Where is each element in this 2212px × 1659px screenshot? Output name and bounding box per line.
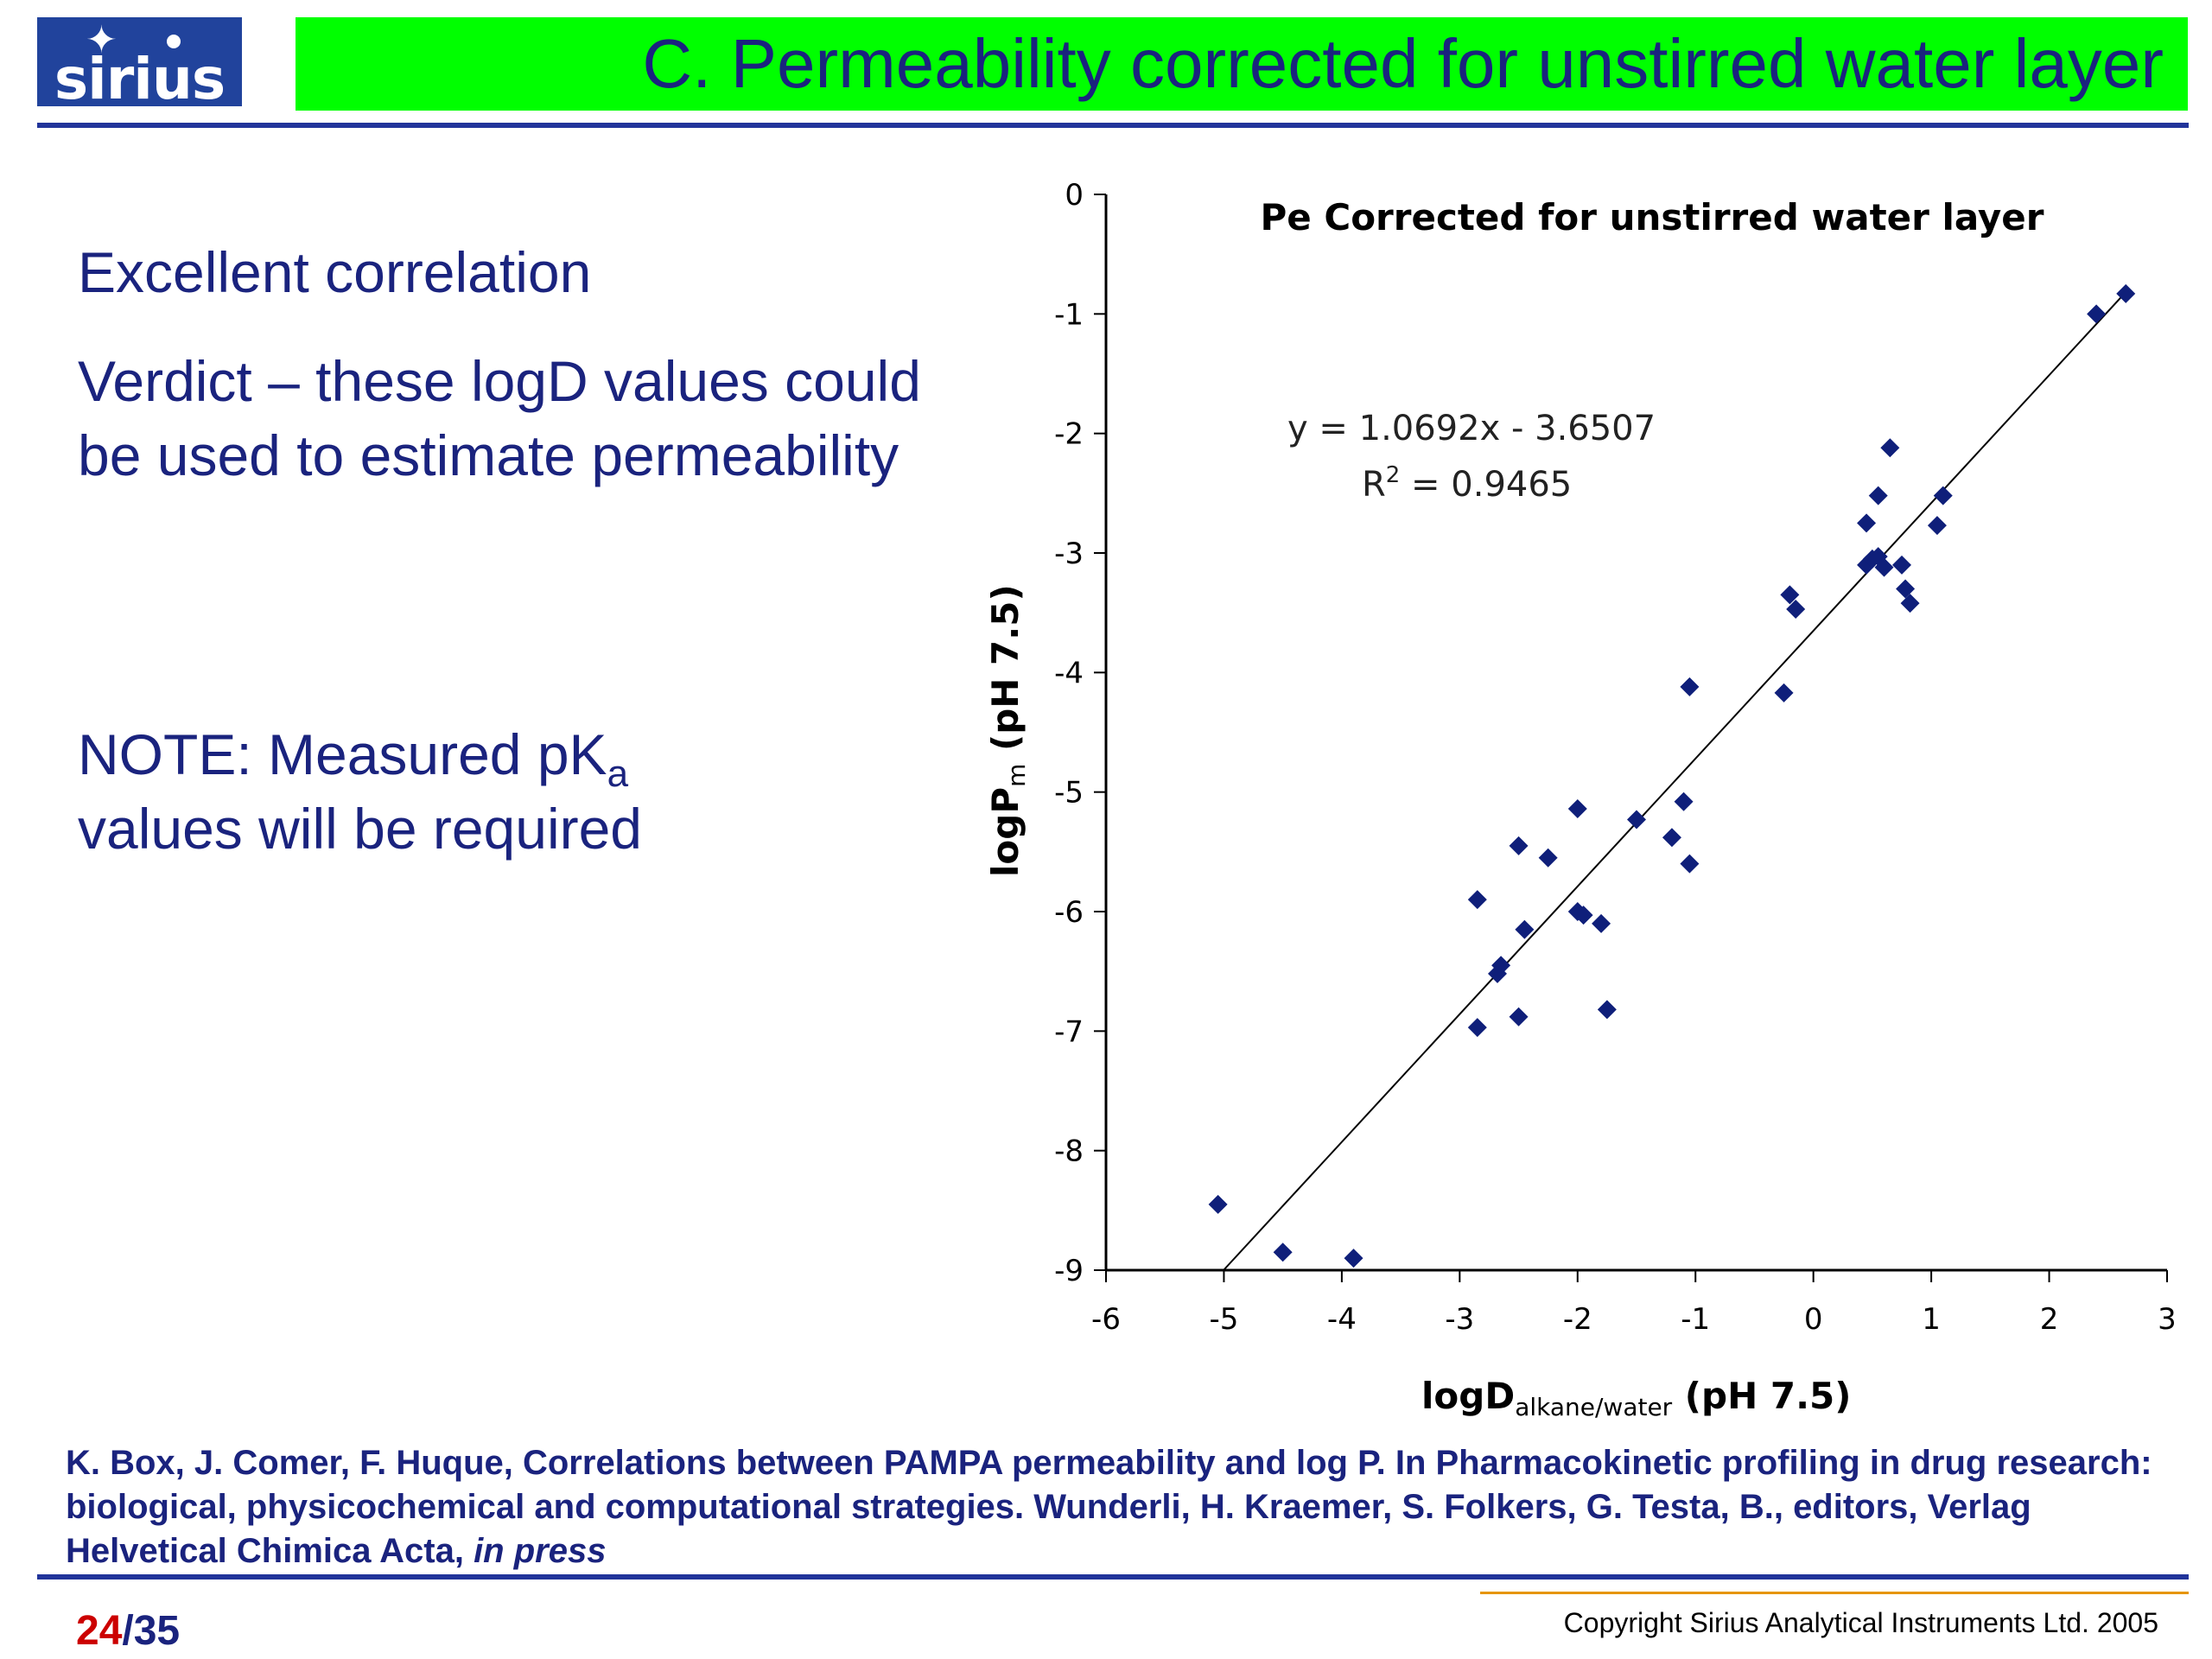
data-point [1680,854,1700,874]
data-point [1344,1249,1363,1268]
data-point [1273,1243,1293,1262]
y-axis-title-sub: m [1002,764,1031,787]
trend-equation: y = 1.0692x - 3.6507 [1287,409,1656,448]
data-point [1538,848,1558,868]
footer-accent-line [1480,1592,2189,1594]
x-tick-label: -1 [1681,1302,1710,1337]
y-tick-label: 0 [1065,178,1084,213]
data-point [1509,836,1529,855]
logo-wordmark: sirius [54,46,226,112]
data-point [1627,810,1646,830]
y-axis-title-main: logP [984,787,1027,877]
r-squared-value: = 0.9465 [1400,465,1572,505]
bullet-note: NOTE: Measured pKa values will be requir… [78,717,855,866]
x-axis-title-main: logD [1421,1375,1515,1417]
reference-text: K. Box, J. Comer, F. Huque, Correlations… [66,1444,2152,1570]
data-point [1662,828,1681,848]
page-title: C. Permeability corrected for unstirred … [642,25,2164,102]
data-point [1874,557,1894,577]
scatter-chart: Pe Corrected for unstirred water layer 0… [984,178,2177,1421]
data-point [1896,579,1916,599]
x-axis-title: logDalkane/water (pH 7.5) [1421,1375,1851,1421]
y-tick-label: -2 [1054,417,1084,452]
y-tick-label: -4 [1054,656,1084,690]
bullet-verdict: Verdict – these logD values could be use… [78,349,921,487]
data-point [1592,913,1611,933]
x-axis-ticks: -6 -5 -4 -3 -2 -1 0 1 2 3 [1091,1270,2177,1337]
note-end: values will be required [78,797,643,861]
x-tick-label: 2 [2040,1302,2059,1337]
x-axis-title-end: (pH 7.5) [1672,1375,1851,1417]
r-superscript: 2 [1386,462,1401,488]
data-point [1774,683,1794,702]
sirius-logo: ✦ sirius [37,17,242,110]
reference-citation: K. Box, J. Comer, F. Huque, Correlations… [66,1441,2157,1573]
data-point [1780,585,1800,605]
y-axis-title: logPm (pH 7.5) [984,584,1031,877]
data-point [1933,486,1953,505]
y-axis-ticks: 0 -1 -2 -3 -4 -5 -6 -7 -8 -9 [1054,178,1106,1288]
y-tick-label: -3 [1054,537,1084,571]
header-divider [37,123,2189,128]
data-point [1674,791,1694,811]
x-tick-label: 1 [1922,1302,1941,1337]
x-tick-label: -2 [1563,1302,1592,1337]
footer-divider [37,1574,2189,1580]
data-point [2087,304,2107,324]
data-point [1208,1194,1228,1214]
data-point [1880,438,1900,458]
dot-icon [167,35,181,48]
data-point [1927,516,1947,536]
y-axis-title-end: (pH 7.5) [984,584,1027,763]
x-tick-label: -4 [1327,1302,1357,1337]
bullet-excellent-correlation: Excellent correlation [78,240,592,304]
data-point [1786,600,1806,620]
note-main: NOTE: Measured pK [78,722,607,786]
y-tick-label: -5 [1054,776,1084,810]
reference-in-press: in press [474,1532,607,1570]
y-tick-label: -6 [1054,895,1084,930]
data-point [1509,1007,1529,1027]
x-tick-label: 3 [2158,1302,2177,1337]
data-point [1567,799,1587,819]
data-point [1900,594,1920,613]
y-tick-label: -7 [1054,1014,1084,1049]
chart-title: Pe Corrected for unstirred water layer [1260,196,2044,238]
page-total: /35 [122,1608,181,1654]
data-point [1515,919,1535,939]
data-point [1892,555,1911,575]
data-point [1467,890,1487,910]
data-point [1467,1018,1487,1038]
data-point [2116,283,2136,303]
star-icon: ✦ [86,18,118,62]
x-axis-title-sub: alkane/water [1515,1393,1672,1421]
copyright: Copyright Sirius Analytical Instruments … [1563,1607,2158,1638]
y-tick-label: -1 [1054,297,1084,332]
data-point [1857,513,1877,533]
r-label: R [1362,465,1386,505]
x-tick-label: -5 [1209,1302,1238,1337]
x-tick-label: -6 [1091,1302,1121,1337]
page-number: 24/35 [76,1607,180,1655]
note-subscript: a [607,753,629,795]
y-tick-label: -9 [1054,1254,1084,1288]
page-current: 24 [76,1608,123,1654]
r-squared-label: R2 = 0.9465 [1362,462,1572,505]
title-bar: C. Permeability corrected for unstirred … [296,17,2188,111]
trendline [1223,291,2126,1271]
x-tick-label: -3 [1445,1302,1474,1337]
x-tick-label: 0 [1804,1302,1823,1337]
data-points [1208,283,2136,1268]
data-point [1868,486,1888,505]
data-point [1487,963,1507,983]
data-point [1680,677,1700,696]
data-point [1597,1000,1617,1020]
data-point [1573,906,1593,925]
y-tick-label: -8 [1054,1135,1084,1169]
